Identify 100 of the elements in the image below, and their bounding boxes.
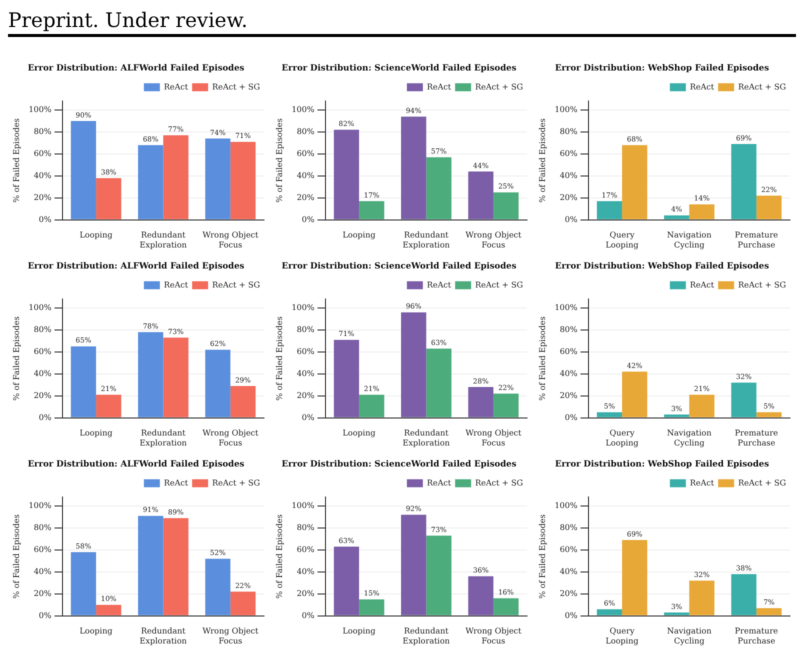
y-tick-label: 100% (292, 303, 315, 312)
bar (596, 201, 622, 220)
bar (731, 382, 756, 418)
x-tick-label: Navigation Cycling (666, 428, 712, 448)
bar (756, 608, 782, 616)
y-axis-title: % of Failed Episodes (12, 316, 21, 401)
bar (731, 574, 756, 616)
legend-label: ReAct (426, 478, 452, 488)
y-tick-label: 40% (296, 566, 315, 576)
bar (596, 609, 622, 616)
bar (138, 332, 164, 418)
bar (70, 346, 96, 418)
x-tick-label: Looping (342, 230, 376, 240)
y-tick-label: 60% (34, 148, 52, 158)
bar (689, 580, 714, 616)
y-axis-title: % of Failed Episodes (274, 118, 284, 203)
x-tick-label: Redundant Exploration (402, 230, 450, 250)
y-tick-label: 0% (302, 610, 315, 620)
bar (96, 178, 122, 220)
legend-label: ReAct (164, 82, 189, 92)
bar (756, 412, 782, 418)
y-tick-label: 80% (296, 325, 315, 334)
x-tick-label: Query Looping (606, 626, 639, 646)
x-tick-label: Premature Purchase (734, 230, 778, 250)
text: Preprint. Under review. (8, 8, 248, 32)
bar (731, 144, 756, 220)
bar (401, 116, 426, 220)
legend-label: ReAct (690, 280, 715, 290)
y-tick-label: 40% (560, 368, 578, 378)
bar (664, 414, 690, 418)
y-tick-label: 40% (560, 566, 578, 576)
legend-label: ReAct (426, 82, 452, 92)
y-tick-label: 40% (34, 170, 52, 180)
y-tick-label: 100% (28, 303, 52, 312)
y-tick-label: 100% (292, 105, 315, 114)
y-axis-title: % of Failed Episodes (538, 316, 547, 401)
chart-title: Error Distribution: ScienceWorld Failed Episodes (282, 459, 517, 470)
y-tick-label: 20% (296, 588, 315, 598)
x-tick-label: Redundant Exploration (402, 428, 450, 448)
bar (756, 196, 782, 220)
y-tick-label: 0% (38, 214, 52, 224)
bar (163, 135, 188, 220)
bar (163, 338, 188, 418)
legend-label: ReAct + SG (212, 478, 260, 488)
bar (401, 312, 426, 418)
y-tick-label: 60% (296, 544, 315, 554)
y-tick-label: 80% (560, 127, 578, 136)
y-tick-label: 20% (560, 390, 578, 400)
bar (664, 612, 690, 616)
y-tick-label: 80% (296, 127, 315, 136)
bar (334, 340, 360, 418)
legend-label: ReAct (164, 478, 189, 488)
bar (664, 215, 690, 220)
y-tick-label: 20% (34, 192, 52, 202)
legend-label: ReAct + SG (475, 478, 523, 488)
x-tick-label: Premature Purchase (734, 428, 778, 448)
y-tick-label: 80% (560, 325, 578, 334)
bar (426, 536, 452, 616)
y-tick-label: 40% (296, 170, 315, 180)
bar (622, 372, 648, 418)
bar (230, 386, 256, 418)
bar (359, 599, 384, 616)
legend-label: ReAct + SG (738, 82, 786, 92)
y-axis-title: % of Failed Episodes (12, 514, 21, 599)
bar (230, 592, 256, 616)
x-tick-label: Redundant Exploration (140, 428, 187, 448)
bar (138, 145, 164, 220)
y-axis-title: % of Failed Episodes (12, 118, 21, 203)
legend-label: ReAct (426, 280, 452, 290)
x-tick-label: Wrong Object Focus (465, 626, 522, 646)
bar (359, 201, 384, 220)
x-tick-label: Query Looping (606, 428, 639, 448)
y-tick-label: 100% (28, 501, 52, 510)
y-axis-title: % of Failed Episodes (274, 514, 284, 599)
y-tick-label: 20% (296, 192, 315, 202)
bar (96, 604, 122, 616)
bar (205, 558, 230, 616)
x-tick-label: Looping (80, 230, 113, 240)
x-tick-label: Wrong Object Focus (202, 428, 260, 448)
bar (468, 576, 494, 616)
y-tick-label: 60% (560, 148, 578, 158)
y-axis-title: % of Failed Episodes (274, 316, 284, 401)
chart-title: Error Distribution: ALFWorld Failed Episodes (28, 63, 245, 74)
x-tick-label: Looping (80, 428, 113, 438)
bar (163, 518, 188, 616)
bar (493, 192, 519, 220)
x-tick-label: Wrong Object Focus (465, 428, 522, 448)
y-tick-label: 80% (560, 523, 578, 532)
y-tick-label: 60% (34, 544, 52, 554)
y-tick-label: 100% (554, 105, 578, 114)
chart-title: Error Distribution: WebShop Failed Episodes (555, 261, 770, 272)
y-tick-label: 80% (34, 127, 52, 136)
bar (622, 145, 648, 220)
legend-label: ReAct + SG (738, 280, 786, 290)
chart-title: Error Distribution: ALFWorld Failed Episodes (28, 459, 245, 470)
legend-label: ReAct (164, 280, 189, 290)
x-tick-label: Wrong Object Focus (465, 230, 522, 250)
x-tick-label: Wrong Object Focus (202, 626, 260, 646)
y-tick-label: 100% (554, 501, 578, 510)
y-tick-label: 60% (296, 346, 315, 356)
